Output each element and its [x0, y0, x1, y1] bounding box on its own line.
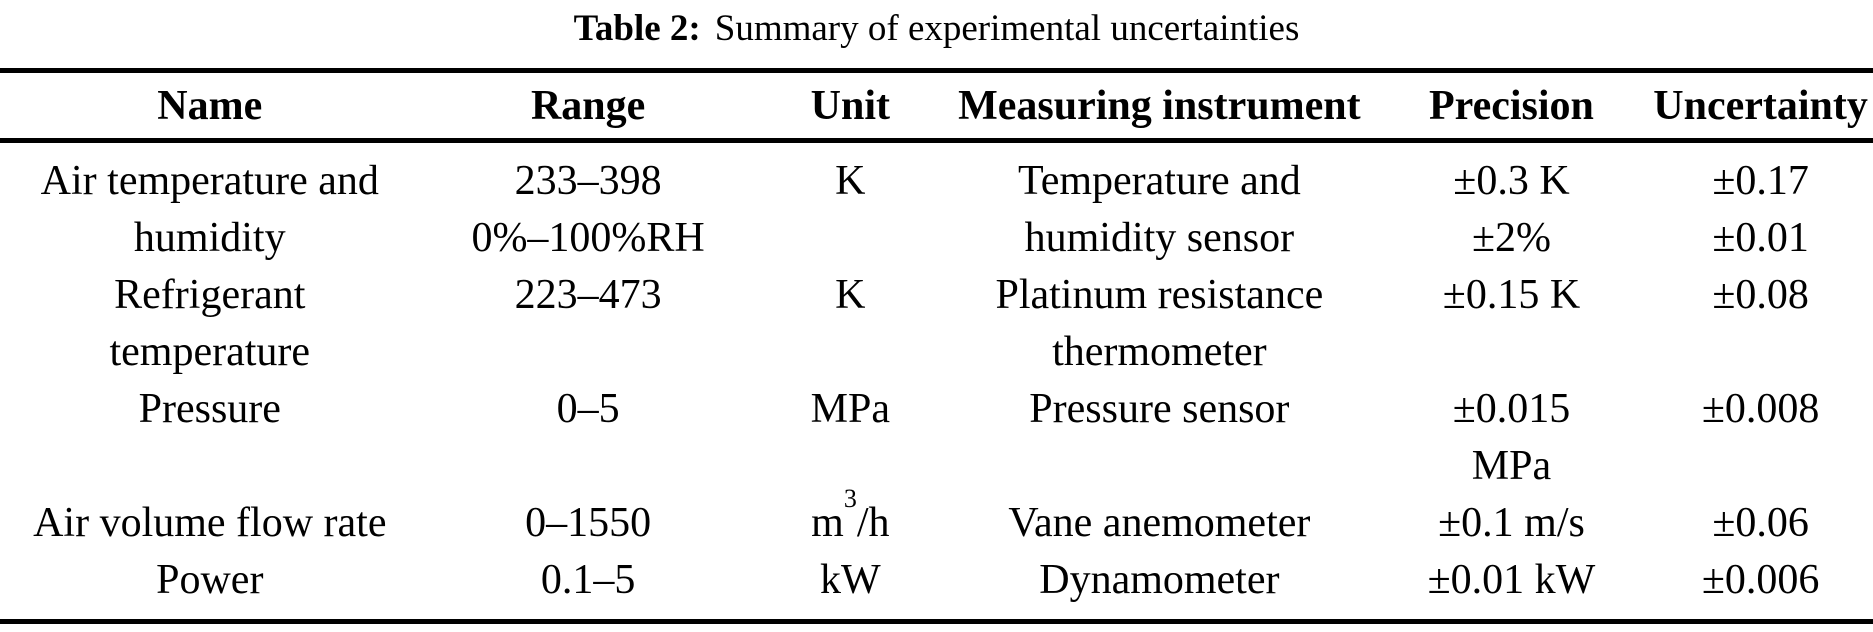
cell-instrument: Dynamometer: [944, 552, 1375, 622]
cell-line: m3/h: [757, 485, 944, 552]
table-row: Pressure 0–5 MPa Pressure sensor ±0.015 …: [0, 381, 1873, 495]
cell-name: Air temperature and humidity: [0, 141, 420, 268]
cell-instrument: Platinum resistance thermometer: [944, 267, 1375, 381]
cell-line: ±0.1 m/s: [1438, 500, 1585, 546]
col-header-range: Range: [530, 82, 646, 129]
cell-line: 0%–100%RH: [471, 215, 705, 261]
cell-line: Platinum resistance: [995, 272, 1324, 318]
col-header-name: Name: [157, 82, 263, 129]
cell-line: Power: [156, 557, 264, 603]
table-row: Power 0.1–5 kW Dynamometer ±0.01 kW ±0.0…: [0, 552, 1873, 622]
unit-superscript: 3: [843, 483, 857, 513]
cell-line: Air temperature and: [40, 158, 379, 204]
cell-precision: ±0.01 kW: [1375, 552, 1648, 622]
cell-line: ±0.06: [1712, 500, 1809, 546]
header-row: Name Range Unit Measuring instrument Pre…: [0, 71, 1873, 141]
cell-range: 0–1550: [420, 495, 757, 552]
cell-line: 233–398: [514, 158, 662, 204]
cell-line: ±0.01 kW: [1427, 557, 1596, 603]
unit-rest: /h: [856, 500, 890, 546]
cell-line: Refrigerant: [114, 272, 306, 318]
cell-unit: kW: [757, 552, 944, 622]
cell-line: Temperature and: [1017, 158, 1301, 204]
col-header-uncertainty: Uncertainty: [1653, 82, 1868, 129]
cell-line: Air volume flow rate: [33, 500, 387, 546]
cell-line: Dynamometer: [1039, 557, 1280, 603]
col-header-unit: Unit: [810, 82, 890, 129]
table-caption: Table 2: Summary of experimental uncertai…: [0, 0, 1873, 52]
cell-line: ±0.08: [1712, 272, 1809, 318]
cell-name: Air volume flow rate: [0, 495, 420, 552]
cell-unit: m3/h: [757, 485, 944, 552]
cell-uncertainty: ±0.006: [1648, 552, 1873, 622]
cell-name: Pressure: [0, 381, 420, 495]
cell-line: ±0.006: [1701, 557, 1820, 603]
cell-line: ±0.15 K: [1442, 272, 1581, 318]
cell-line: ±0.01: [1712, 215, 1809, 261]
cell-line: Pressure sensor: [1029, 386, 1290, 432]
cell-line: 0.1–5: [540, 557, 636, 603]
cell-range: 0.1–5: [420, 552, 757, 622]
cell-range: 233–398 0%–100%RH: [420, 141, 757, 268]
table-caption-label: Table 2:: [573, 8, 701, 49]
cell-line: 223–473: [514, 272, 662, 318]
cell-instrument: Pressure sensor: [944, 381, 1375, 495]
cell-line: 0–5: [556, 386, 620, 432]
cell-unit: K: [757, 141, 944, 268]
cell-name: Power: [0, 552, 420, 622]
cell-uncertainty: ±0.17 ±0.01: [1648, 141, 1873, 268]
cell-unit: MPa: [757, 381, 944, 495]
cell-line: MPa: [1471, 443, 1552, 489]
cell-line: humidity: [133, 215, 286, 261]
cell-line: thermometer: [1052, 329, 1267, 375]
table-row: Refrigerant temperature 223–473 K Platin…: [0, 267, 1873, 381]
cell-line: K: [835, 158, 866, 204]
col-header-instrument: Measuring instrument: [958, 82, 1361, 129]
cell-line: Pressure: [138, 386, 281, 432]
cell-range: 223–473: [420, 267, 757, 381]
cell-line: ±2%: [1471, 215, 1551, 261]
cell-line: Vane anemometer: [1008, 500, 1311, 546]
cell-line: ±0.3 K: [1453, 158, 1570, 204]
table-row: Air temperature and humidity 233–398 0%–…: [0, 141, 1873, 268]
cell-precision: ±0.015 MPa: [1375, 381, 1648, 495]
cell-precision: ±0.1 m/s: [1375, 495, 1648, 552]
cell-instrument: Temperature and humidity sensor: [944, 141, 1375, 268]
cell-line: temperature: [109, 329, 311, 375]
cell-line: ±0.008: [1701, 386, 1820, 432]
cell-unit: K: [757, 267, 944, 381]
cell-precision: ±0.15 K: [1375, 267, 1648, 381]
cell-line: MPa: [810, 386, 890, 432]
cell-uncertainty: ±0.06: [1648, 495, 1873, 552]
table-row: Air volume flow rate 0–1550 m3/h Vane an…: [0, 485, 1873, 552]
table-caption-text: Summary of experimental uncertainties: [714, 8, 1300, 49]
uncertainties-table: Name Range Unit Measuring instrument Pre…: [0, 68, 1873, 624]
col-header-precision: Precision: [1429, 82, 1594, 129]
cell-line: ±0.015: [1452, 386, 1571, 432]
cell-instrument: Vane anemometer: [944, 495, 1375, 552]
cell-uncertainty: ±0.008: [1648, 381, 1873, 495]
cell-name: Refrigerant temperature: [0, 267, 420, 381]
cell-line: K: [835, 272, 866, 318]
unit-base: m: [811, 500, 844, 546]
cell-line: humidity sensor: [1024, 215, 1295, 261]
cell-line: 0–1550: [525, 500, 652, 546]
cell-line: kW: [819, 557, 881, 603]
cell-range: 0–5: [420, 381, 757, 495]
cell-uncertainty: ±0.08: [1648, 267, 1873, 381]
cell-line: ±0.17: [1712, 158, 1809, 204]
cell-precision: ±0.3 K ±2%: [1375, 141, 1648, 268]
